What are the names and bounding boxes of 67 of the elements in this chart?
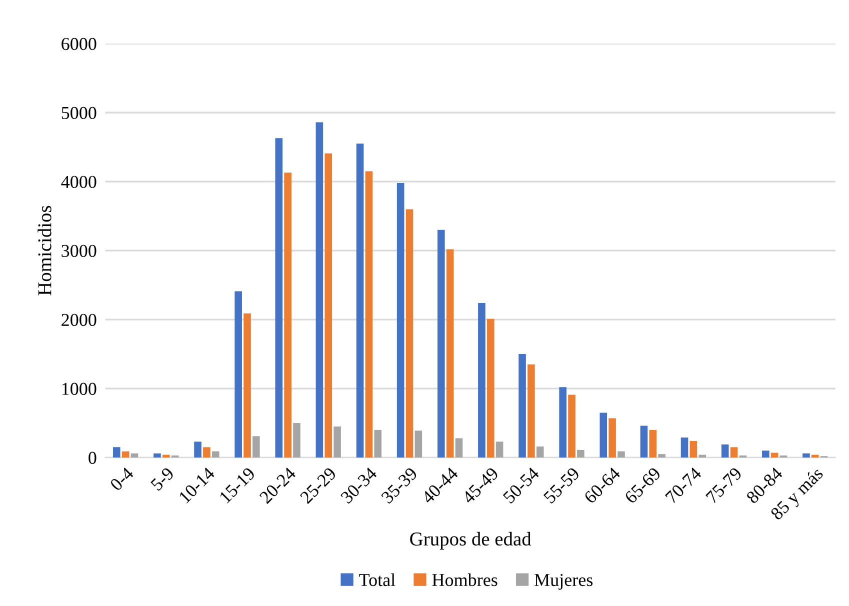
bar (802, 453, 810, 458)
bar (324, 153, 332, 458)
bar (640, 426, 648, 458)
bar (559, 387, 566, 458)
y-axis-title: Homicidios (38, 206, 52, 296)
y-tick-label: 3000 (62, 244, 96, 258)
bar (316, 122, 324, 458)
x-tick-label: 5-9 (150, 466, 175, 492)
bar (649, 430, 657, 458)
bar (356, 144, 364, 458)
bar (154, 453, 161, 458)
bar (203, 447, 210, 458)
bar (486, 318, 494, 458)
bar (658, 454, 666, 458)
legend-label: Hombres (432, 573, 498, 586)
bar (739, 455, 747, 458)
bar (698, 454, 706, 458)
bar (406, 209, 414, 458)
bar (365, 171, 373, 458)
bar (414, 430, 422, 458)
bar (437, 230, 445, 458)
bar (275, 138, 283, 458)
y-tick-label: 6000 (62, 38, 96, 50)
y-tick-label: 2000 (62, 314, 96, 326)
bar (680, 438, 688, 458)
y-tick-label: 4000 (61, 176, 96, 188)
x-tick-label: 0-4 (109, 466, 134, 492)
bar (455, 438, 463, 458)
bar (536, 446, 544, 458)
bar (478, 303, 486, 458)
bar (528, 364, 535, 458)
bar (194, 442, 202, 458)
bar (446, 249, 454, 458)
bar (284, 172, 292, 458)
bar (122, 451, 130, 458)
x-axis-title: Grupos de edad (410, 532, 532, 550)
bar (568, 394, 576, 458)
bar (162, 454, 170, 458)
bar (374, 430, 382, 458)
bar (334, 426, 341, 458)
bar (770, 452, 778, 458)
bar (212, 451, 220, 458)
bar (518, 354, 526, 458)
y-tick-label: 5000 (62, 106, 96, 120)
bar (496, 442, 504, 458)
bar (780, 455, 788, 458)
legend-label: Total (359, 573, 396, 586)
bar (811, 454, 819, 458)
bar (730, 447, 738, 458)
bar (244, 313, 251, 458)
bar (721, 444, 729, 458)
bar (396, 182, 404, 458)
bar (171, 455, 179, 458)
bar (600, 412, 608, 458)
y-tick-label: 1000 (62, 382, 96, 395)
bar (577, 450, 584, 458)
bar (252, 436, 260, 458)
bar (608, 418, 616, 458)
bar (112, 447, 120, 458)
bar (293, 423, 300, 458)
bar (690, 440, 698, 458)
legend-label: Mujeres (534, 574, 593, 590)
y-tick-label: 0 (88, 452, 96, 464)
bar (234, 291, 242, 458)
bar (130, 453, 138, 458)
bar (762, 450, 770, 458)
bar (618, 451, 625, 458)
